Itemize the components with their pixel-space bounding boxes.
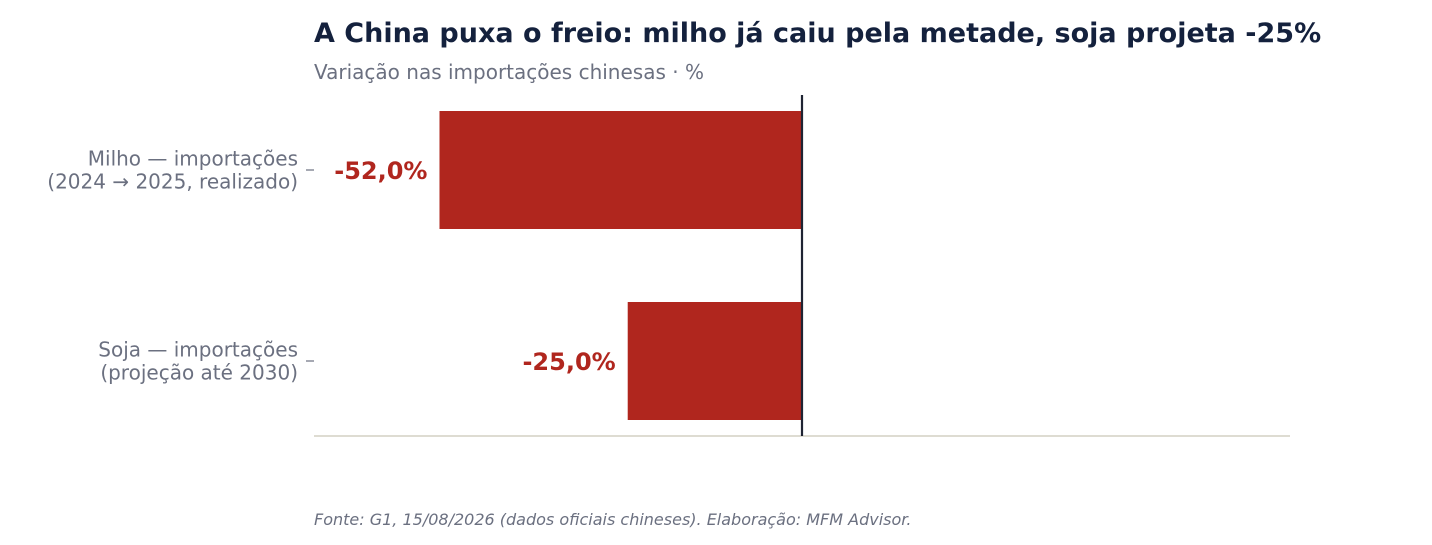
value-label-1: -25,0% [522, 348, 615, 376]
category-label-0-line-0: Milho — importações [88, 147, 298, 171]
value-label-0: -52,0% [334, 157, 427, 185]
category-label-0-line-1: (2024 → 2025, realizado) [47, 170, 298, 194]
category-label-1-line-1: (projeção até 2030) [100, 361, 298, 385]
category-label-1-line-0: Soja — importações [98, 338, 298, 362]
chart-title: A China puxa o freio: milho já caiu pela… [314, 18, 1321, 49]
bars-layer: -52,0% Milho — importações(2024 → 2025, r… [47, 111, 802, 420]
bar-1 [627, 302, 802, 420]
bar-0 [439, 111, 802, 229]
source-note: Fonte: G1, 15/08/2026 (dados oficiais ch… [314, 510, 911, 529]
chart-subtitle: Variação nas importações chinesas · % [314, 60, 704, 84]
